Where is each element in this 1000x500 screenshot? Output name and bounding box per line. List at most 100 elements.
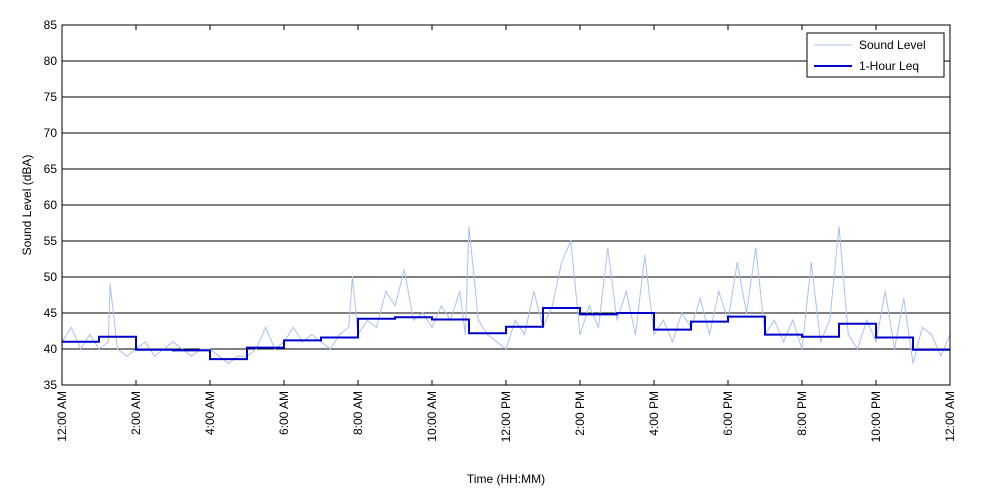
x-tick-label: 4:00 AM [203,391,217,435]
x-axis-label: Time (HH:MM) [467,472,545,486]
sound-level-point [412,319,415,321]
x-tick-label: 2:00 PM [573,391,587,436]
sound-level-point [98,348,100,350]
sound-level-point [116,348,119,350]
sound-level-point [385,290,387,292]
sound-level-point [311,334,313,336]
sound-level-point [875,341,877,343]
sound-level-point [755,247,757,249]
sound-level-point [422,312,424,314]
y-axis-label: Sound Level (dBA) [20,155,34,256]
legend-label-sound-level: Sound Level [859,38,926,52]
sound-level-point [237,355,239,357]
x-tick-label: 10:00 PM [869,391,883,442]
y-tick-label: 50 [44,270,58,284]
y-tick-label: 60 [44,198,58,212]
y-tick-label: 55 [44,234,58,248]
sound-level-point [810,262,812,264]
sound-level-point [440,305,442,307]
sound-level-point [829,319,831,321]
x-tick-label: 6:00 AM [277,391,291,435]
sound-level-point [607,247,609,249]
x-tick-label: 6:00 PM [721,391,735,436]
legend-label-1-hour-leq: 1-Hour Leq [859,59,919,73]
sound-level-point [89,334,91,336]
sound-level-point [903,298,905,300]
x-tick-label: 12:00 AM [943,391,957,442]
sound-level-point [597,326,600,328]
y-tick-label: 65 [44,162,58,176]
x-tick-label: 12:00 AM [55,391,69,442]
sound-level-point [570,240,572,242]
sound-level-point [625,290,627,292]
sound-level-point [718,290,720,292]
sound-level-point [109,283,111,285]
y-tick-label: 80 [44,54,58,68]
sound-level-point [866,319,868,321]
sound-level-point [579,334,581,336]
legend-box [806,32,945,78]
sound-level-point [126,355,128,357]
sound-level-point [921,326,923,328]
sound-level-point [671,341,674,343]
sound-level-point [940,355,942,357]
sound-level-point [375,326,378,328]
y-tick-label: 85 [44,18,58,32]
y-axis-ticks: 35 40 45 50 55 60 65 70 75 80 85 [44,18,67,392]
sound-level-point [351,276,354,278]
sound-level-point [274,348,276,350]
sound-level-point [496,341,498,343]
sound-level-point [912,362,914,364]
sound-level-point [107,341,109,343]
sound-level-point [338,334,341,336]
sound-level-point [348,326,350,328]
sound-level-point [292,326,294,328]
x-tick-label: 2:00 AM [129,391,143,435]
sound-level-point [464,334,466,336]
sound-level-point [560,262,563,264]
sound-level-point [255,348,257,350]
x-tick-label: 4:00 PM [647,391,661,436]
sound-level-point [523,334,526,336]
sound-level-point [181,348,183,350]
x-tick-label: 12:00 PM [499,391,513,442]
x-axis-ticks: 12:00 AM 2:00 AM 4:00 AM 6:00 AM 8:00 AM 10:0… [55,25,957,442]
sound-level-point [144,341,146,343]
sound-level-point [209,348,211,350]
sound-level-point [551,305,553,307]
sound-level-point [227,362,230,364]
y-tick-label: 35 [44,378,58,392]
sound-level-point [459,290,461,292]
sound-level-point [662,319,664,321]
sound-level-point [653,334,655,336]
sound-level-point [70,326,72,328]
sound-level-point [782,341,785,343]
sound-level-point [505,348,507,350]
sound-level-point [366,319,368,321]
sound-level-point [856,348,859,350]
sound-level-point [514,319,516,321]
sound-level-point [644,254,646,256]
x-tick-label: 8:00 PM [795,391,809,436]
sound-level-point [468,226,470,228]
sound-level-point [477,319,479,321]
sound-level-point [218,355,220,357]
sound-level-point [616,319,618,321]
sound-level-point [264,326,267,328]
sound-level-point [172,341,174,343]
sound-level-point [792,319,794,321]
sound-level-point [801,348,803,350]
sound-level-point [431,326,433,328]
sound-level-point [847,334,849,336]
sound-level-point [773,319,775,321]
sound-level-point [745,312,748,314]
y-tick-label: 45 [44,306,58,320]
x-tick-label: 10:00 AM [425,391,439,442]
sound-level-point [838,226,840,228]
sound-level-point [634,334,637,336]
y-tick-label: 40 [44,342,58,356]
sound-level-point [79,348,82,350]
sound-level-point [708,334,711,336]
sound-level-point [930,334,933,336]
